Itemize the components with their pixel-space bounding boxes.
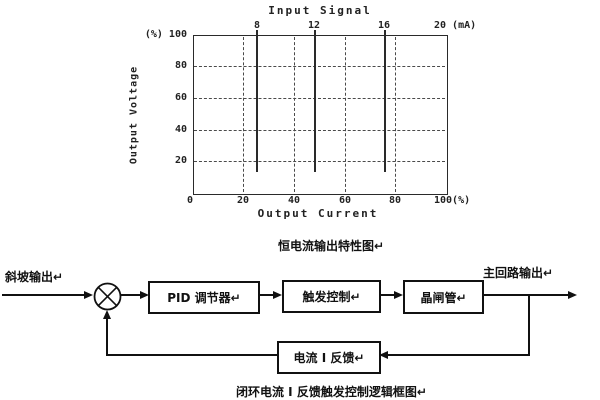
- x-axis-tick-40: 40: [287, 195, 301, 206]
- line-feedback-up: [106, 318, 108, 356]
- top-axis-tick-16: 16: [377, 20, 391, 31]
- x-axis-tick-20: 20: [236, 195, 250, 206]
- x-axis-tick-0: 0: [186, 195, 194, 206]
- plot-area: [193, 35, 448, 195]
- y-axis-tick-20: 20: [174, 155, 187, 166]
- current-feedback-label: 电流 I 反馈↵: [293, 351, 365, 365]
- characteristic-line-12ma: [314, 30, 316, 172]
- line-sum-to-pid: [121, 294, 140, 296]
- y-axis-label: Output Voltage: [128, 65, 140, 165]
- grid-line-vertical-60: [345, 37, 346, 192]
- pid-regulator-block: PID 调节器↵: [148, 281, 260, 314]
- line-output: [482, 294, 568, 296]
- current-feedback-block: 电流 I 反馈↵: [277, 341, 381, 374]
- arrowhead-into-pid: [140, 291, 149, 299]
- line-trigger-to-thyristor: [379, 294, 394, 296]
- top-axis-tick-20ma: 20 (mA): [434, 20, 477, 31]
- x-axis-tick-60: 60: [338, 195, 352, 206]
- y-axis-tick-60: 60: [174, 92, 187, 103]
- arrowhead-into-feedback: [379, 351, 388, 359]
- characteristic-line-8ma: [256, 30, 258, 172]
- y-axis-tick-80: 80: [174, 60, 187, 71]
- grid-line-horizontal-40: [194, 130, 445, 131]
- grid-line-horizontal-80: [194, 66, 445, 67]
- y-axis-tick-100: (%) 100: [144, 29, 187, 40]
- x-axis-label: Output Current: [257, 207, 379, 220]
- characteristic-line-16ma: [384, 30, 386, 172]
- grid-line-vertical-40: [294, 37, 295, 192]
- arrowhead-into-thyristor: [394, 291, 403, 299]
- trigger-control-label: 触发控制↵: [302, 290, 361, 304]
- top-axis-tick-8: 8: [253, 20, 261, 31]
- thyristor-label: 晶闸管↵: [420, 290, 467, 305]
- arrowhead-into-summing-bottom: [103, 310, 111, 319]
- grid-line-vertical-80: [395, 37, 396, 192]
- main-loop-output-label: 主回路输出↵: [483, 266, 554, 280]
- grid-line-horizontal-60: [194, 98, 445, 99]
- line-pid-to-trigger: [258, 294, 273, 296]
- line-feedback-left: [106, 354, 277, 356]
- line-branch-down: [528, 295, 530, 355]
- summing-junction-icon: [93, 282, 122, 311]
- arrowhead-into-summing: [84, 291, 93, 299]
- ramp-output-label: 斜坡输出↵: [5, 270, 64, 284]
- chart-title: Input Signal: [268, 4, 372, 17]
- line-feedback-right: [388, 354, 530, 356]
- arrowhead-output: [568, 291, 577, 299]
- line-input: [2, 294, 84, 296]
- top-axis-tick-12: 12: [307, 20, 321, 31]
- pid-regulator-label: PID 调节器↵: [167, 291, 241, 305]
- x-axis-tick-100: 100(%): [434, 195, 471, 206]
- grid-line-horizontal-20: [194, 161, 445, 162]
- trigger-control-block: 触发控制↵: [282, 280, 381, 313]
- chart-caption: 恒电流输出特性图↵: [277, 239, 385, 253]
- diagram-caption: 闭环电流 I 反馈触发控制逻辑框图↵: [236, 385, 427, 399]
- arrowhead-into-trigger: [273, 291, 282, 299]
- y-axis-tick-40: 40: [174, 124, 187, 135]
- grid-line-vertical-20: [243, 37, 244, 192]
- x-axis-tick-80: 80: [388, 195, 402, 206]
- thyristor-block: 晶闸管↵: [403, 280, 484, 314]
